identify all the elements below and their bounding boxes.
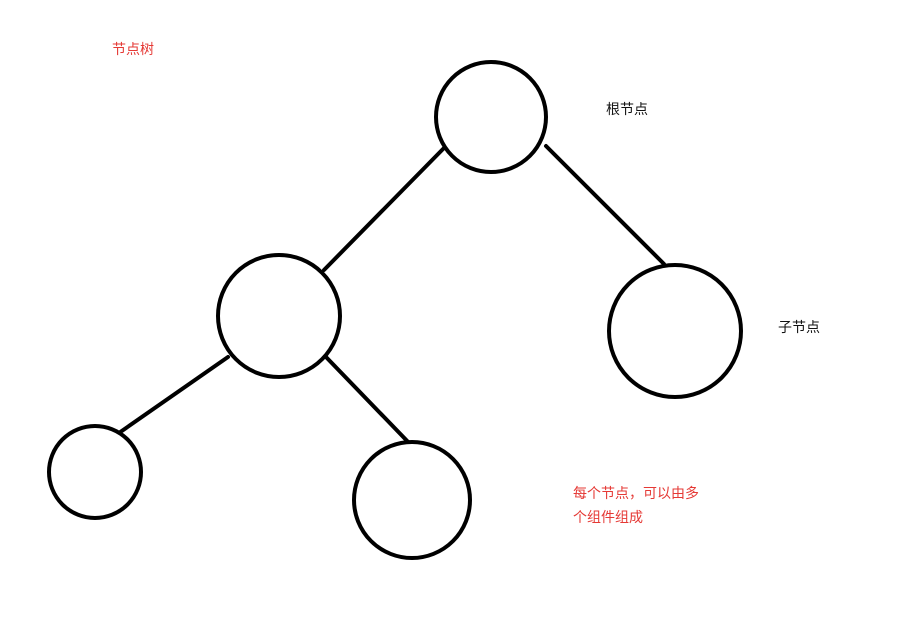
node-right — [607, 263, 743, 399]
node-left — [216, 253, 342, 379]
node-root — [434, 60, 548, 174]
node-bottom-middle — [352, 440, 472, 560]
child-node-label: 子节点 — [778, 320, 820, 336]
note-line-1: 每个节点，可以由多 — [573, 486, 699, 502]
edge-left-to-bottom-middle — [324, 355, 414, 448]
title-label: 节点树 — [112, 42, 154, 58]
edge-left-to-bottom-left — [114, 355, 230, 437]
edge-root-to-left — [322, 146, 446, 272]
edge-root-to-right — [544, 144, 666, 266]
node-bottom-left — [47, 424, 143, 520]
note-line-2: 个组件组成 — [573, 510, 643, 526]
root-node-label: 根节点 — [606, 102, 648, 118]
note-text: 每个节点，可以由多 个组件组成 — [573, 482, 699, 530]
